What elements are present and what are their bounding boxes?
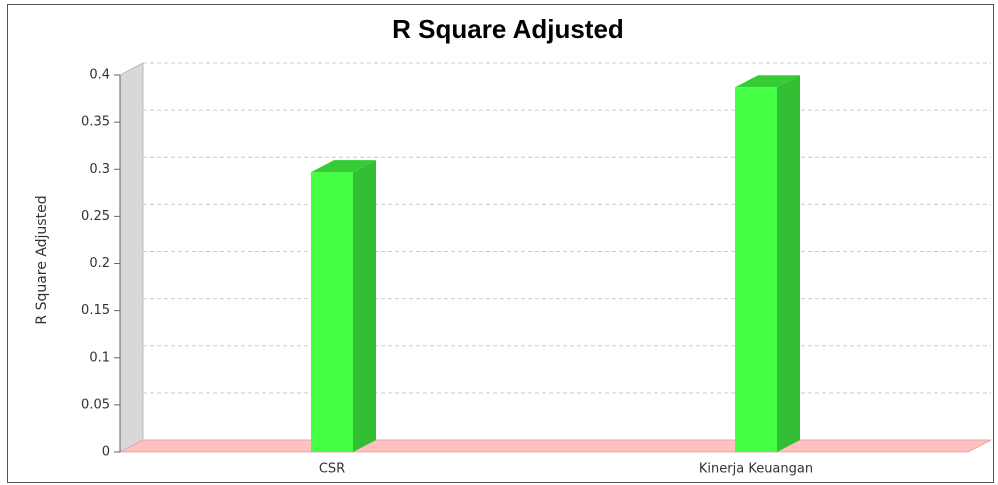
bar-top	[735, 75, 800, 88]
y-tick-label: 0.05	[81, 397, 110, 412]
bar	[311, 160, 376, 452]
bar-front	[311, 172, 353, 452]
y-tick-label: 0.2	[89, 256, 110, 271]
frame	[7, 4, 994, 483]
bar-side	[353, 160, 376, 452]
y-tick-label: 0.25	[81, 209, 110, 224]
floor	[119, 439, 992, 453]
x-tick-label: CSR	[319, 462, 345, 477]
y-tick-label: 0.3	[89, 162, 110, 177]
y-tick-label: 0.35	[81, 115, 110, 130]
chart-title: R Square Adjusted	[392, 14, 624, 44]
y-tick-label: 0.4	[89, 68, 110, 83]
left-wall	[119, 62, 144, 453]
bar-top	[311, 160, 376, 173]
y-tick-label: 0.1	[89, 350, 110, 365]
bar-side	[777, 75, 800, 452]
y-tick-label: 0	[102, 445, 110, 460]
y-axis-label: R Square Adjusted	[34, 195, 50, 324]
y-tick-label: 0.15	[81, 303, 110, 318]
x-tick-label: Kinerja Keuangan	[699, 462, 813, 477]
bar	[735, 75, 800, 452]
bar-front	[735, 87, 777, 452]
